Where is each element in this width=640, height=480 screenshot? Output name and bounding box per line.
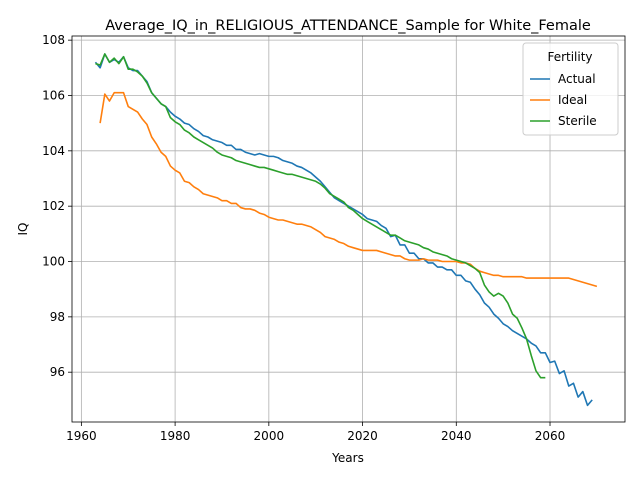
legend-title: Fertility <box>547 50 592 64</box>
y-tick-label: 98 <box>50 310 65 324</box>
y-axis-label: IQ <box>16 223 30 236</box>
series-line-actual <box>94 53 593 407</box>
x-tick-label: 1960 <box>66 429 97 443</box>
legend-label-ideal: Ideal <box>558 93 587 107</box>
y-tick-label: 104 <box>42 144 65 158</box>
legend-label-actual: Actual <box>558 72 596 86</box>
x-tick-label: 2040 <box>441 429 472 443</box>
x-axis-label: Years <box>331 451 364 465</box>
x-tick-label: 1980 <box>160 429 191 443</box>
legend-label-sterile: Sterile <box>558 114 597 128</box>
y-tick-label: 108 <box>42 33 65 47</box>
plot-frame <box>71 35 626 423</box>
y-tick-label: 102 <box>42 199 65 213</box>
x-tick-label: 2060 <box>535 429 566 443</box>
chart-title: Average_IQ_in_RELIGIOUS_ATTENDANCE_Sampl… <box>105 18 591 34</box>
legend-frame <box>522 42 619 136</box>
y-tick-label: 106 <box>42 88 65 102</box>
series-line-ideal <box>99 91 598 288</box>
series-line-sterile <box>95 53 546 379</box>
y-tick-label: 96 <box>50 365 65 379</box>
y-tick-label: 100 <box>42 255 65 269</box>
x-tick-label: 2000 <box>254 429 285 443</box>
legend: Fertility Actual Ideal Sterile <box>522 42 619 136</box>
x-tick-label: 2020 <box>347 429 378 443</box>
